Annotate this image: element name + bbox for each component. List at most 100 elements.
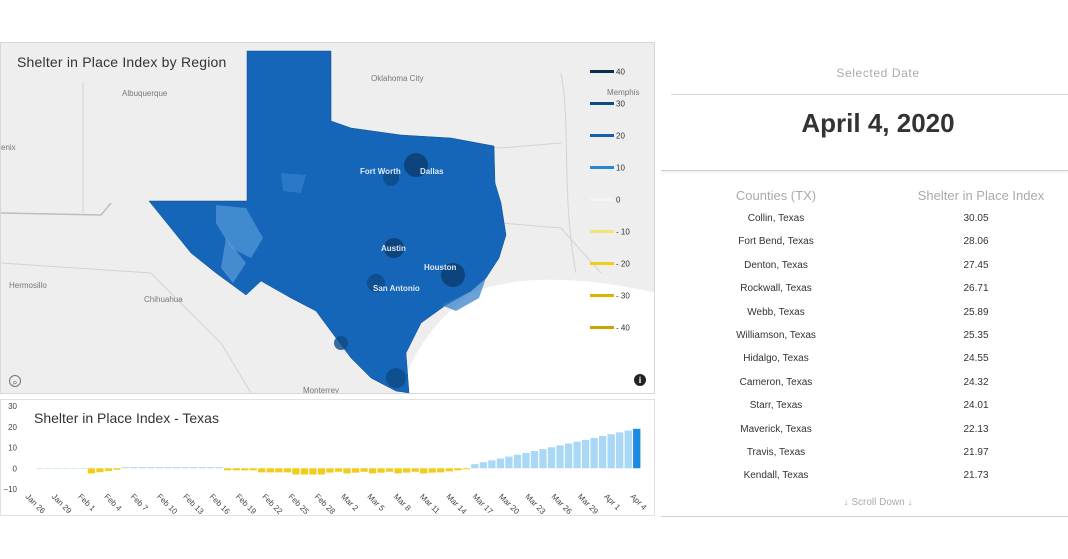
chart-bar[interactable] bbox=[471, 464, 479, 469]
info-icon[interactable]: i bbox=[634, 374, 646, 386]
chart-bar[interactable] bbox=[241, 468, 249, 471]
chart-bar[interactable] bbox=[155, 467, 164, 469]
table-row[interactable]: Webb, Texas 25.89 bbox=[661, 307, 1068, 330]
chart-bar[interactable] bbox=[539, 449, 547, 469]
texas-map[interactable] bbox=[1, 43, 655, 394]
divider bbox=[661, 516, 1068, 517]
chart-bar[interactable] bbox=[513, 454, 522, 469]
chart-bar[interactable] bbox=[130, 467, 138, 469]
chart-bar[interactable] bbox=[96, 468, 104, 473]
y-tick-label: 0 bbox=[13, 464, 18, 473]
chart-bar[interactable] bbox=[590, 437, 598, 469]
chart-bar[interactable] bbox=[530, 451, 539, 469]
chart-bar[interactable] bbox=[377, 468, 385, 473]
chart-bar[interactable] bbox=[79, 468, 87, 469]
chart-bar[interactable] bbox=[181, 467, 189, 469]
chart-bar[interactable] bbox=[462, 468, 470, 470]
chart-bar[interactable] bbox=[607, 434, 615, 469]
map-search-icon[interactable]: ⌕ bbox=[9, 375, 21, 387]
chart-bar[interactable] bbox=[522, 452, 530, 469]
chart-bar[interactable] bbox=[266, 468, 274, 473]
chart-bar[interactable] bbox=[428, 468, 436, 473]
chart-bar[interactable] bbox=[420, 468, 428, 474]
chart-bar[interactable] bbox=[258, 468, 266, 473]
chart-bar[interactable] bbox=[334, 468, 343, 472]
table-row[interactable]: Travis, Texas 21.97 bbox=[661, 447, 1068, 470]
chart-bar[interactable] bbox=[104, 468, 113, 471]
table-row[interactable]: Kendall, Texas 21.73 bbox=[661, 470, 1068, 493]
chart-bar[interactable] bbox=[454, 468, 462, 471]
chart-bar[interactable] bbox=[394, 468, 402, 474]
chart-bar[interactable] bbox=[300, 468, 309, 475]
chart-bar[interactable] bbox=[172, 467, 181, 469]
chart-bar[interactable] bbox=[616, 432, 624, 469]
chart-bar[interactable] bbox=[249, 468, 257, 471]
chart-bar[interactable] bbox=[505, 456, 513, 469]
chart-bar[interactable] bbox=[488, 460, 496, 469]
table-row[interactable]: Starr, Texas 24.01 bbox=[661, 400, 1068, 423]
chart-bar[interactable] bbox=[573, 441, 581, 469]
chart-bar[interactable] bbox=[215, 467, 223, 469]
chart-bar[interactable] bbox=[437, 468, 445, 473]
chart-bar[interactable] bbox=[275, 468, 283, 473]
chart-bar[interactable] bbox=[189, 467, 198, 469]
county-index-value: 21.97 bbox=[963, 447, 989, 458]
chart-bar[interactable] bbox=[343, 468, 351, 474]
chart-bar[interactable] bbox=[45, 468, 53, 469]
table-row[interactable]: Williamson, Texas 25.35 bbox=[661, 330, 1068, 353]
chart-bar[interactable] bbox=[326, 468, 334, 473]
chart-bar[interactable] bbox=[633, 428, 641, 469]
chart-bar[interactable] bbox=[556, 445, 564, 469]
chart-bar[interactable] bbox=[385, 468, 394, 472]
x-tick-label: Feb 25 bbox=[287, 492, 311, 516]
table-row[interactable]: Hidalgo, Texas 24.55 bbox=[661, 353, 1068, 376]
table-row[interactable]: Fort Bend, Texas 28.06 bbox=[661, 236, 1068, 259]
table-row[interactable]: Cameron, Texas 24.32 bbox=[661, 377, 1068, 400]
chart-bar[interactable] bbox=[147, 467, 155, 469]
chart-bar[interactable] bbox=[368, 468, 377, 474]
chart-bar[interactable] bbox=[360, 468, 368, 472]
chart-bar[interactable] bbox=[113, 468, 121, 470]
x-tick-label: Feb 28 bbox=[313, 492, 337, 516]
chart-bar[interactable] bbox=[581, 439, 590, 469]
chart-bar[interactable] bbox=[309, 468, 317, 475]
chart-bar[interactable] bbox=[403, 468, 411, 473]
table-row[interactable]: Rockwall, Texas 26.71 bbox=[661, 283, 1068, 306]
chart-bar[interactable] bbox=[36, 468, 44, 469]
chart-bar[interactable] bbox=[70, 468, 79, 469]
chart-bar[interactable] bbox=[87, 468, 96, 474]
chart-bar[interactable] bbox=[164, 467, 172, 469]
chart-bar[interactable] bbox=[121, 467, 130, 469]
chart-bar[interactable] bbox=[198, 467, 206, 469]
chart-bar[interactable] bbox=[564, 443, 573, 469]
table-row[interactable]: Collin, Texas 30.05 bbox=[661, 213, 1068, 236]
chart-bar[interactable] bbox=[351, 468, 360, 473]
chart-bar[interactable] bbox=[283, 468, 292, 473]
chart-bar[interactable] bbox=[207, 467, 215, 469]
chart-bar[interactable] bbox=[138, 467, 147, 469]
chart-bar[interactable] bbox=[224, 468, 232, 471]
map-panel[interactable]: Shelter in Place Index by Region Albuque… bbox=[0, 42, 655, 394]
table-row[interactable]: Maverick, Texas 22.13 bbox=[661, 424, 1068, 447]
chart-bar[interactable] bbox=[411, 468, 419, 472]
chart-bar[interactable] bbox=[624, 430, 632, 469]
legend-item: 20 bbox=[590, 131, 625, 140]
legend-label: - 20 bbox=[616, 259, 630, 269]
bar-chart-panel: 30 20 10 0 −10 Jan 26 Jan 29 Feb 1 Feb 4 Feb 7 Feb… bbox=[0, 399, 655, 516]
chart-bar[interactable] bbox=[232, 468, 240, 471]
chart-bar[interactable] bbox=[479, 462, 488, 469]
legend-label: 0 bbox=[616, 195, 621, 205]
scroll-hint[interactable]: ↓ Scroll Down ↓ bbox=[843, 497, 913, 508]
chart-bar[interactable] bbox=[598, 436, 607, 469]
chart-bar[interactable] bbox=[53, 468, 61, 469]
table-row[interactable]: Denton, Texas 27.45 bbox=[661, 260, 1068, 283]
chart-bar[interactable] bbox=[547, 447, 556, 469]
chart-bar[interactable] bbox=[445, 468, 453, 472]
chart-bar[interactable] bbox=[62, 468, 70, 469]
chart-bar[interactable] bbox=[496, 458, 505, 469]
chart-bar[interactable] bbox=[292, 468, 300, 475]
chart-bar[interactable] bbox=[317, 468, 326, 475]
legend-swatch bbox=[590, 262, 614, 266]
x-tick-label: Jan 29 bbox=[50, 492, 74, 516]
